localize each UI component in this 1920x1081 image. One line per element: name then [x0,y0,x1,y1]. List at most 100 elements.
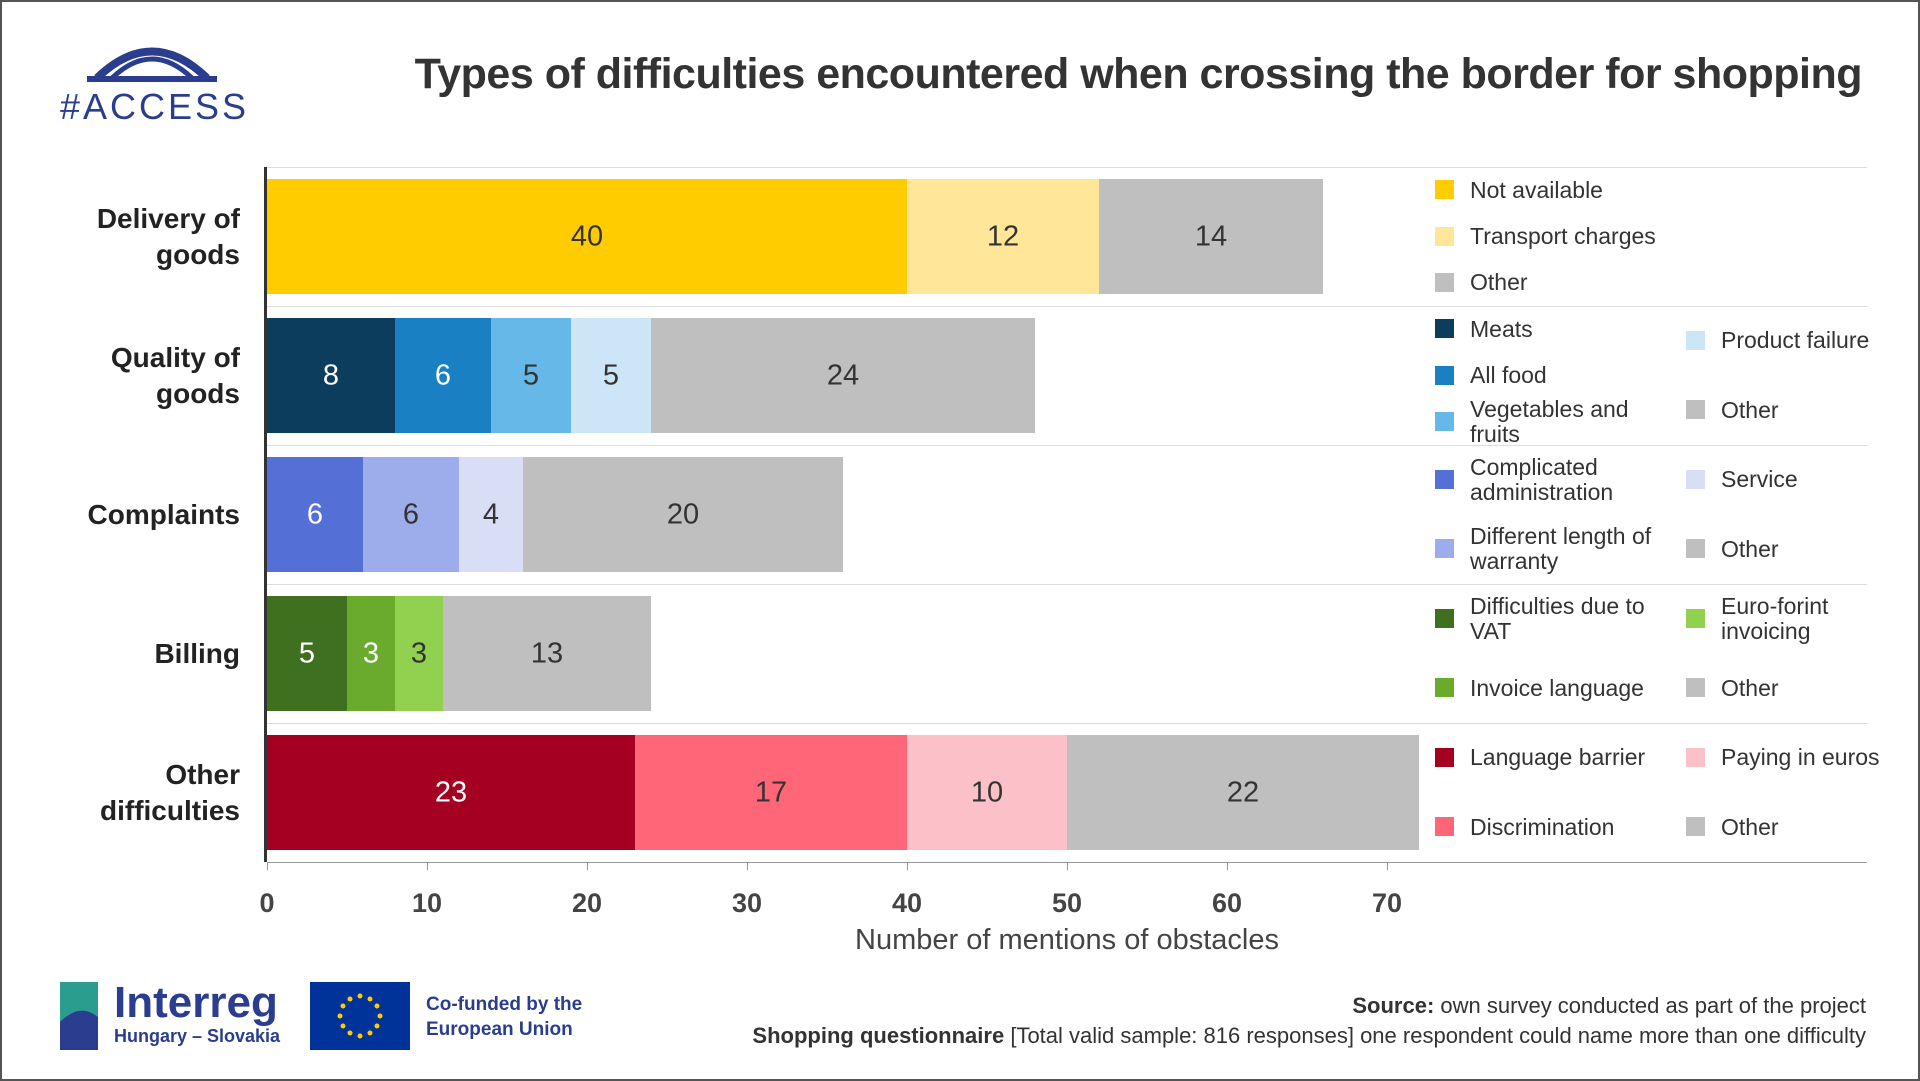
legend-label: Different length of warranty [1470,523,1652,575]
bar-segment [571,318,651,433]
bar-segment [267,318,395,433]
value-label: 5 [602,359,620,391]
value-label: 3 [362,637,380,669]
legend-label: Paying in euros [1721,744,1880,771]
bar-segment [1067,735,1419,850]
legend-swatch [1435,678,1454,698]
legend-label: Discrimination [1470,813,1615,840]
x-tick-label: 0 [259,888,275,918]
interreg-logo: Interreg [114,978,278,1027]
bar-segment [267,457,363,572]
legend-swatch [1435,272,1454,292]
legend-swatch [1686,400,1705,420]
legend-label: Other [1721,674,1779,701]
legend-label: Product failure [1721,327,1870,354]
cofunded-text: Co-funded by the European Union [426,994,583,1040]
value-label: 24 [826,359,860,391]
value-label: 17 [754,776,788,808]
source-label: Source: [1352,993,1435,1018]
interreg-icon [60,982,98,1050]
legend-label: Complicated administration [1470,453,1614,505]
legend-label: Transport charges [1470,223,1656,249]
x-tick-label: 60 [1211,888,1243,918]
category-label: Delivery of goods [96,202,240,270]
legend-swatch [1435,411,1454,431]
value-label: 23 [434,776,468,808]
category-label: Other difficulties [99,758,240,826]
legend-swatch [1686,817,1705,837]
legend-swatch [1435,319,1454,339]
value-label: 6 [434,359,452,391]
bar-segment [395,318,491,433]
bar-segment [523,457,843,572]
x-tick [1067,862,1068,870]
interreg-region: Hungary – Slovakia [114,1026,281,1046]
bar-segment [907,735,1067,850]
row-separator [267,445,1867,446]
row-separator [267,167,1867,168]
source-line: Source: own survey conducted as part of … [1352,993,1866,1019]
legend-swatch [1435,180,1454,200]
legend-swatch [1686,469,1705,489]
legend-swatch [1686,678,1705,698]
value-label: 22 [1226,776,1260,808]
source-text: own survey conducted as part of the proj… [1440,993,1866,1018]
x-tick [747,862,748,870]
x-tick-label: 40 [891,888,923,918]
legend-label: Service [1721,466,1798,493]
bar-segment [363,457,459,572]
legend-label: Invoice language [1470,674,1644,701]
x-tick [267,862,268,870]
value-label: 6 [402,498,420,530]
x-tick-label: 50 [1051,888,1083,918]
x-tick [1387,862,1388,870]
x-tick-label: 20 [571,888,603,918]
value-label: 5 [522,359,540,391]
legend-label: Other [1721,535,1779,562]
row-separator [267,584,1867,585]
x-axis-title: Number of mentions of obstacles [855,924,1279,956]
legend-label: Other [1721,396,1779,423]
value-label: 6 [306,498,324,530]
bar-segment [907,179,1099,294]
bar-segment [267,596,347,711]
category-label: Billing [154,637,240,669]
bar-segment [635,735,907,850]
x-tick-label: 10 [411,888,443,918]
y-axis-line [264,167,267,862]
value-label: 3 [410,637,428,669]
bar-segment [443,596,651,711]
legend-swatch [1435,539,1454,559]
value-label: 40 [570,220,604,252]
logo-text: #ACCESS [60,86,250,127]
x-tick-label: 30 [731,888,763,918]
bar-segment [651,318,1035,433]
category-label: Complaints [87,498,240,530]
legend-label: Other [1470,269,1528,296]
bar-segment [267,735,635,850]
legend-label: Other [1721,813,1779,840]
legend-label: Not available [1470,176,1603,203]
x-tick [587,862,588,870]
legend-label: Difficulties due to VAT [1470,592,1645,644]
x-tick-label: 70 [1371,888,1403,918]
legend-swatch [1435,226,1454,246]
legend-label: All food [1470,362,1547,388]
category-label: Quality of goods [110,341,240,409]
legend-swatch [1435,747,1454,767]
value-label: 13 [530,637,564,669]
legend-label: Meats [1470,315,1533,342]
row-separator [267,723,1867,724]
legend-swatch [1686,330,1705,350]
x-tick [427,862,428,870]
value-label: 8 [322,359,340,391]
row-separator [267,306,1867,307]
legend-swatch [1435,469,1454,489]
legend-label: Vegetables and fruits [1470,395,1629,447]
legend-swatch [1435,365,1454,385]
x-tick [907,862,908,870]
bar-segment [459,457,523,572]
value-label: 20 [666,498,700,530]
chart-title: Types of difficulties encountered when c… [414,50,1863,98]
